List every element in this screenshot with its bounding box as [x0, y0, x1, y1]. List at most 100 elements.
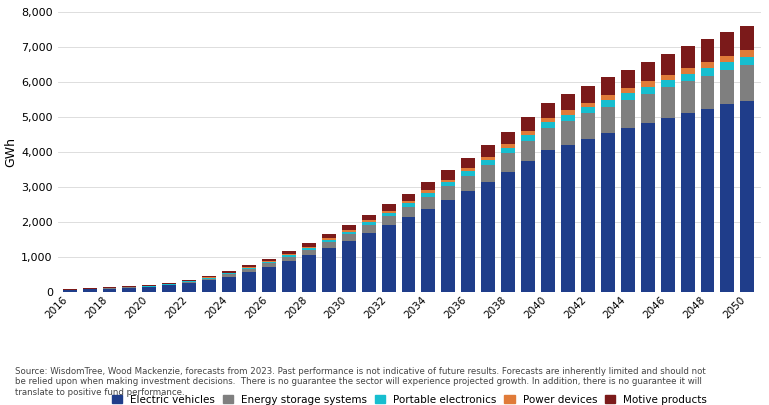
Bar — [282, 256, 296, 257]
Bar — [401, 207, 415, 217]
Bar — [601, 77, 614, 95]
Bar — [741, 65, 754, 100]
Bar — [641, 94, 654, 123]
Bar — [441, 171, 455, 179]
Bar — [441, 182, 455, 186]
Bar — [282, 252, 296, 254]
Bar — [162, 283, 176, 284]
Bar — [561, 115, 575, 121]
Bar — [461, 168, 475, 171]
Bar — [262, 262, 276, 264]
Bar — [302, 247, 316, 248]
Bar — [321, 248, 336, 292]
Bar — [621, 88, 634, 94]
Bar — [641, 123, 654, 292]
Bar — [222, 271, 236, 273]
Bar — [481, 164, 495, 181]
Bar — [681, 81, 694, 113]
Bar — [521, 141, 535, 161]
Bar — [182, 283, 196, 292]
Bar — [661, 118, 674, 292]
Bar — [621, 70, 634, 88]
Bar — [481, 145, 495, 157]
Bar — [102, 287, 116, 288]
Bar — [242, 268, 256, 269]
Bar — [302, 248, 316, 250]
Bar — [401, 203, 415, 207]
Bar — [182, 282, 196, 283]
Bar — [601, 107, 614, 133]
Bar — [361, 215, 375, 220]
Bar — [661, 75, 674, 80]
Bar — [601, 100, 614, 107]
Bar — [122, 288, 136, 292]
Bar — [421, 182, 435, 190]
Bar — [222, 273, 236, 275]
Bar — [381, 211, 395, 213]
Bar — [202, 277, 216, 278]
Bar — [302, 250, 316, 255]
Bar — [321, 239, 336, 240]
Bar — [581, 102, 595, 107]
Bar — [681, 113, 694, 292]
Bar — [561, 111, 575, 115]
Bar — [701, 62, 714, 68]
Bar — [741, 50, 754, 57]
Bar — [302, 255, 316, 292]
Bar — [701, 68, 714, 76]
Bar — [661, 87, 674, 118]
Bar — [242, 267, 256, 268]
Bar — [741, 26, 754, 50]
Bar — [202, 278, 216, 279]
Bar — [381, 213, 395, 216]
Bar — [501, 153, 515, 172]
Bar — [282, 261, 296, 292]
Bar — [421, 190, 435, 193]
Bar — [441, 179, 455, 182]
Bar — [102, 289, 116, 292]
Bar — [521, 131, 535, 135]
Bar — [501, 172, 515, 292]
Bar — [681, 68, 694, 74]
Bar — [461, 176, 475, 191]
Bar — [581, 113, 595, 139]
Bar — [242, 269, 256, 272]
Bar — [182, 280, 196, 281]
Bar — [142, 287, 156, 292]
Bar — [541, 118, 555, 122]
Bar — [341, 225, 356, 230]
Bar — [162, 286, 176, 292]
Bar — [641, 62, 654, 81]
Bar — [441, 186, 455, 200]
Bar — [202, 279, 216, 280]
Bar — [661, 54, 674, 75]
Bar — [421, 209, 435, 292]
Bar — [501, 132, 515, 144]
Bar — [182, 281, 196, 282]
Bar — [481, 181, 495, 292]
Bar — [122, 287, 136, 288]
Bar — [142, 285, 156, 286]
Bar — [461, 171, 475, 176]
Bar — [202, 276, 216, 277]
Bar — [541, 128, 555, 151]
Bar — [541, 122, 555, 128]
Bar — [721, 104, 734, 292]
Bar — [701, 76, 714, 109]
Bar — [681, 74, 694, 81]
Bar — [321, 240, 336, 242]
Bar — [361, 225, 375, 233]
Bar — [321, 242, 336, 248]
Bar — [282, 254, 296, 256]
Bar — [641, 87, 654, 94]
Bar — [222, 277, 236, 292]
Y-axis label: GWh: GWh — [4, 137, 17, 167]
Bar — [381, 225, 395, 292]
Bar — [262, 267, 276, 292]
Bar — [721, 32, 734, 56]
Bar — [162, 284, 176, 285]
Bar — [721, 62, 734, 70]
Bar — [621, 100, 634, 128]
Bar — [82, 289, 97, 292]
Bar — [142, 286, 156, 287]
